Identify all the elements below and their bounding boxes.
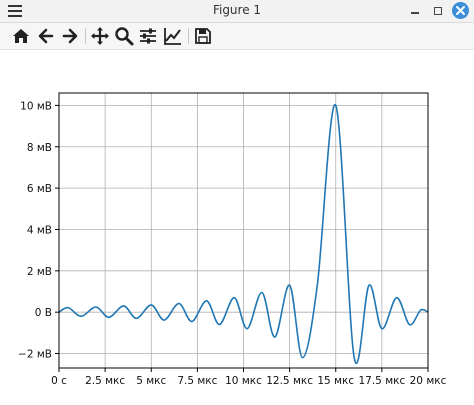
x-tick-label: 12.5 мкс [266, 375, 313, 387]
subplots-config-icon[interactable] [138, 26, 158, 46]
x-tick-label: 15 мкс [317, 375, 354, 387]
maximize-icon[interactable] [430, 3, 446, 19]
line-chart: 0 с 2.5 мкс 5 мкс 7.5 мкс 10 мкс 12.5 мкс 15 м… [18, 92, 447, 387]
forward-arrow-icon[interactable] [60, 26, 80, 46]
x-tick-label: 7.5 мкс [177, 375, 217, 387]
title-bar: Figure 1 [0, 0, 474, 23]
figure-canvas[interactable]: 0 с 2.5 мкс 5 мкс 7.5 мкс 10 мкс 12.5 мкс 15 м… [0, 50, 474, 405]
ticks: 0 с 2.5 мкс 5 мкс 7.5 мкс 10 мкс 12.5 мкс 15 м… [18, 100, 447, 387]
x-tick-label: 2.5 мкс [85, 375, 125, 387]
x-tick-label: 0 с [51, 375, 67, 387]
y-tick-label: 4 мВ [27, 224, 52, 236]
x-tick-label: 17.5 мкс [358, 375, 405, 387]
close-icon[interactable] [452, 2, 469, 19]
toolbar [0, 23, 474, 50]
toolbar-separator [85, 28, 86, 44]
y-tick-label: −2 мВ [18, 349, 52, 361]
window-title: Figure 1 [212, 3, 262, 17]
y-tick-label: 10 мВ [20, 100, 52, 112]
edit-axis-icon[interactable] [163, 26, 183, 46]
minimize-icon[interactable] [407, 3, 423, 19]
menu-icon[interactable] [8, 5, 22, 17]
back-arrow-icon[interactable] [36, 26, 56, 46]
grid [58, 93, 429, 368]
y-tick-label: 0 В [35, 307, 52, 319]
series-line [58, 104, 429, 364]
y-tick-label: 2 мВ [27, 266, 52, 278]
home-icon[interactable] [11, 26, 31, 46]
x-tick-label: 20 мкс [410, 375, 447, 387]
y-tick-label: 8 мВ [27, 142, 52, 154]
save-icon[interactable] [193, 26, 213, 46]
x-tick-label: 5 мкс [136, 375, 166, 387]
zoom-icon[interactable] [114, 26, 134, 46]
x-tick-label: 10 мкс [225, 375, 262, 387]
pan-icon[interactable] [90, 26, 110, 46]
toolbar-separator [188, 28, 189, 44]
y-tick-label: 6 мВ [27, 183, 52, 195]
